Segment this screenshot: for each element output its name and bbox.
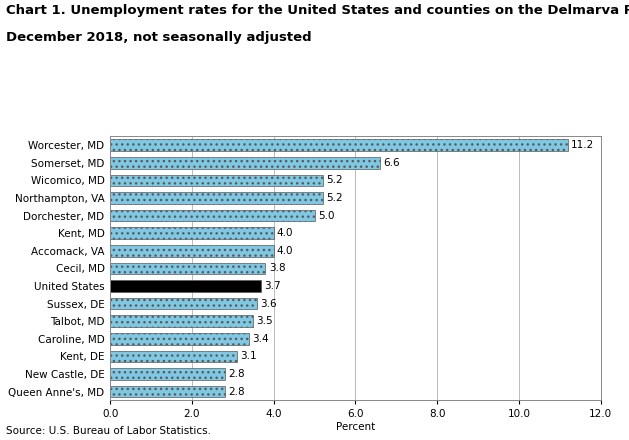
Bar xyxy=(110,157,380,169)
Bar xyxy=(110,351,237,362)
Text: Chart 1. Unemployment rates for the United States and counties on the Delmarva P: Chart 1. Unemployment rates for the Unit… xyxy=(6,4,629,18)
Text: 5.0: 5.0 xyxy=(318,211,334,220)
Bar xyxy=(110,192,323,204)
Text: 4.0: 4.0 xyxy=(277,246,293,256)
Bar xyxy=(110,368,225,380)
Bar xyxy=(110,227,274,239)
Bar xyxy=(110,280,262,292)
Text: Source: U.S. Bureau of Labor Statistics.: Source: U.S. Bureau of Labor Statistics. xyxy=(6,425,211,436)
Text: 3.5: 3.5 xyxy=(257,316,273,326)
Text: 3.6: 3.6 xyxy=(260,299,277,308)
Text: December 2018, not seasonally adjusted: December 2018, not seasonally adjusted xyxy=(6,31,312,44)
Bar xyxy=(110,175,323,186)
Text: 3.7: 3.7 xyxy=(265,281,281,291)
Bar xyxy=(110,139,568,151)
Text: 6.6: 6.6 xyxy=(383,158,400,168)
Text: 4.0: 4.0 xyxy=(277,228,293,238)
Bar xyxy=(110,263,265,274)
Text: 2.8: 2.8 xyxy=(228,369,245,379)
Bar xyxy=(110,210,314,221)
Text: 3.8: 3.8 xyxy=(269,264,286,273)
Bar xyxy=(110,245,274,257)
X-axis label: Percent: Percent xyxy=(336,422,375,432)
Text: 5.2: 5.2 xyxy=(326,193,343,203)
Bar xyxy=(110,386,225,397)
Text: 2.8: 2.8 xyxy=(228,387,245,396)
Bar xyxy=(110,298,257,309)
Text: 3.4: 3.4 xyxy=(252,334,269,344)
Text: 5.2: 5.2 xyxy=(326,176,343,185)
Text: 11.2: 11.2 xyxy=(571,140,594,150)
Text: 3.1: 3.1 xyxy=(240,352,257,361)
Bar xyxy=(110,333,249,345)
Bar xyxy=(110,315,253,327)
